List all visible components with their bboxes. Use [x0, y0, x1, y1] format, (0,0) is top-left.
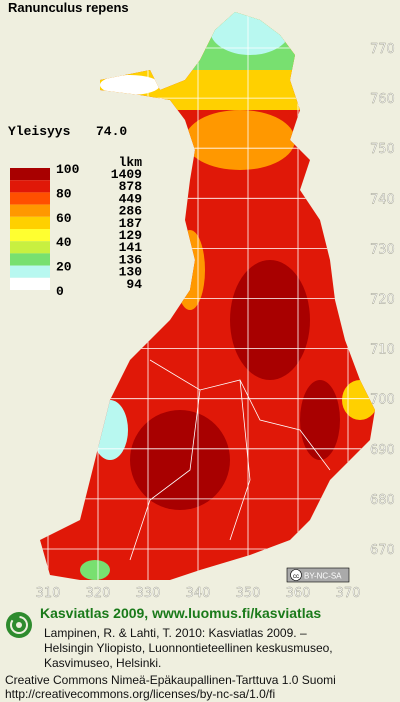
y-tick-label: 750	[370, 142, 395, 157]
y-tick-label: 720	[370, 293, 395, 308]
x-tick-label: 370	[336, 586, 361, 601]
legend-scale-label: 80	[56, 186, 72, 201]
legend-scale-label: 100	[56, 162, 80, 177]
citation-line: Helsingin Yliopisto, Luonnontieteellinen…	[44, 641, 333, 655]
y-tick-label: 690	[370, 443, 395, 458]
y-tick-label: 680	[370, 493, 395, 508]
svg-text:cc: cc	[293, 574, 299, 580]
frequency-value: 74.0	[96, 124, 127, 139]
y-tick-label: 730	[370, 242, 395, 257]
x-tick-label: 330	[136, 586, 161, 601]
legend-count: 878	[119, 179, 143, 194]
map-zone	[92, 400, 128, 460]
logo	[6, 612, 32, 638]
x-tick-label: 320	[86, 586, 111, 601]
legend-scale-label: 40	[56, 235, 72, 250]
legend-swatch	[10, 253, 50, 266]
legend-swatch	[10, 229, 50, 242]
license-line: Creative Commons Nimeä-Epäkaupallinen-Ta…	[5, 673, 336, 687]
map-zone	[185, 110, 295, 170]
map-zone	[40, 12, 375, 110]
legend-count: 187	[119, 216, 142, 231]
map-zone	[80, 560, 110, 580]
x-tick-label: 340	[186, 586, 211, 601]
map-zone	[175, 230, 205, 310]
axis-ticks: 770 760 750 740 730 720 710 700 690 680 670 310 320 3…	[35, 42, 395, 601]
legend-scale-label: 0	[56, 284, 64, 299]
legend-count: 94	[126, 277, 142, 292]
y-tick-label: 710	[370, 343, 395, 358]
license-badge: cc BY-NC-SA	[286, 567, 350, 583]
legend-swatch	[10, 265, 50, 278]
legend-swatch	[10, 180, 50, 193]
x-tick-label: 350	[236, 586, 261, 601]
map-zone	[130, 410, 230, 510]
legend-swatch	[10, 192, 50, 205]
y-tick-label: 740	[370, 192, 395, 207]
license-line: http://creativecommons.org/licenses/by-n…	[5, 687, 275, 701]
map-zone	[210, 12, 290, 55]
region-border	[129, 389, 201, 561]
legend-count: 136	[119, 252, 143, 267]
legend-count-header: lkm	[119, 155, 143, 170]
y-tick-label: 700	[370, 393, 395, 408]
legend-count: 286	[119, 204, 143, 219]
legend-swatch	[10, 241, 50, 254]
legend-count: 1409	[111, 167, 142, 182]
map	[40, 12, 375, 580]
map-zone	[100, 75, 160, 95]
legend-swatch	[10, 277, 50, 290]
x-tick-label: 360	[286, 586, 311, 601]
y-tick-label: 670	[370, 543, 395, 558]
legend-swatch	[10, 216, 50, 229]
legend-count: 449	[119, 191, 143, 206]
y-tick-label: 760	[370, 92, 395, 107]
citation-line: Kasvimuseo, Helsinki.	[44, 656, 161, 670]
region-border	[149, 359, 331, 471]
legend-scale-label: 20	[56, 260, 72, 275]
title: Ranunculus repens	[8, 0, 129, 15]
citation-line: Lampinen, R. & Lahti, T. 2010: Kasviatla…	[44, 626, 307, 640]
legend-swatch	[10, 204, 50, 217]
map-zone	[230, 260, 310, 380]
footer-heading: Kasviatlas 2009, www.luomus.fi/kasviatla…	[40, 605, 321, 621]
legend-swatch	[10, 168, 50, 181]
region-border	[229, 379, 251, 541]
y-tick-label: 770	[370, 42, 395, 57]
legend-count: 141	[119, 240, 143, 255]
x-tick-label: 310	[36, 586, 61, 601]
legend-count: 130	[119, 265, 143, 280]
badge-text: BY-NC-SA	[304, 572, 342, 581]
legend-scale-label: 60	[56, 211, 72, 226]
legend-count: 129	[119, 228, 143, 243]
map-zone	[300, 380, 340, 460]
frequency-label: Yleisyys	[8, 124, 71, 139]
